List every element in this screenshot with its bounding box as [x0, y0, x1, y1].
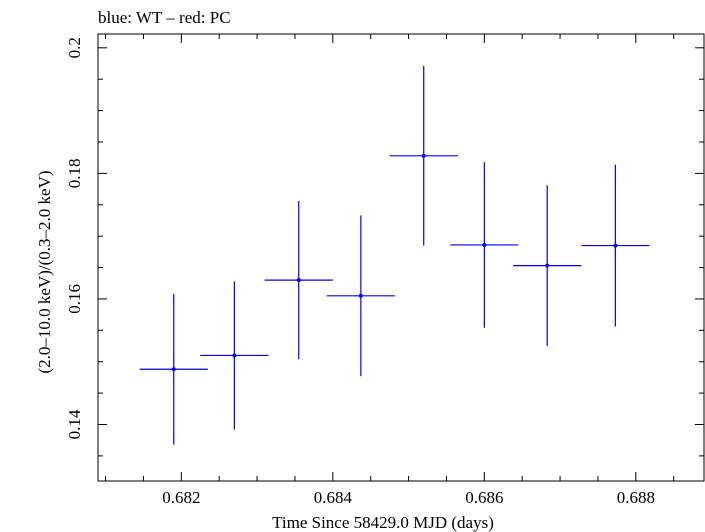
data-series-wt [139, 66, 650, 445]
data-point [450, 162, 519, 328]
point-marker [482, 242, 487, 247]
point-marker [613, 243, 618, 248]
y-tick-label: 0.18 [65, 158, 84, 188]
x-tick-label: 0.688 [617, 488, 655, 507]
data-point [581, 164, 650, 327]
point-marker [545, 263, 550, 268]
y-tick-label: 0.14 [65, 409, 84, 439]
point-marker [232, 353, 237, 358]
data-point [200, 281, 269, 430]
data-point [326, 215, 395, 377]
x-tick-label: 0.686 [465, 488, 503, 507]
data-point [513, 185, 582, 347]
y-tick-label: 0.2 [65, 37, 84, 58]
x-axis-label: Time Since 58429.0 MJD (days) [272, 513, 494, 532]
point-marker [421, 153, 426, 158]
x-tick-label: 0.684 [314, 488, 353, 507]
y-tick-label: 0.16 [65, 284, 84, 314]
point-marker [171, 367, 176, 372]
data-point [139, 293, 208, 445]
x-tick-label: 0.682 [162, 488, 200, 507]
point-marker [358, 293, 363, 298]
point-marker [296, 278, 301, 283]
y-axis-label: (2.0–10.0 keV)/(0.3–2.0 keV) [35, 170, 54, 373]
data-point [264, 200, 333, 360]
axis-ticks: 0.682 0.684 0.686 0.688 0.14 0.16 0.18 0.2 [65, 34, 704, 507]
chart-title: blue: WT – red: PC [98, 8, 231, 27]
data-point [389, 66, 458, 246]
plot-frame [97, 33, 705, 482]
